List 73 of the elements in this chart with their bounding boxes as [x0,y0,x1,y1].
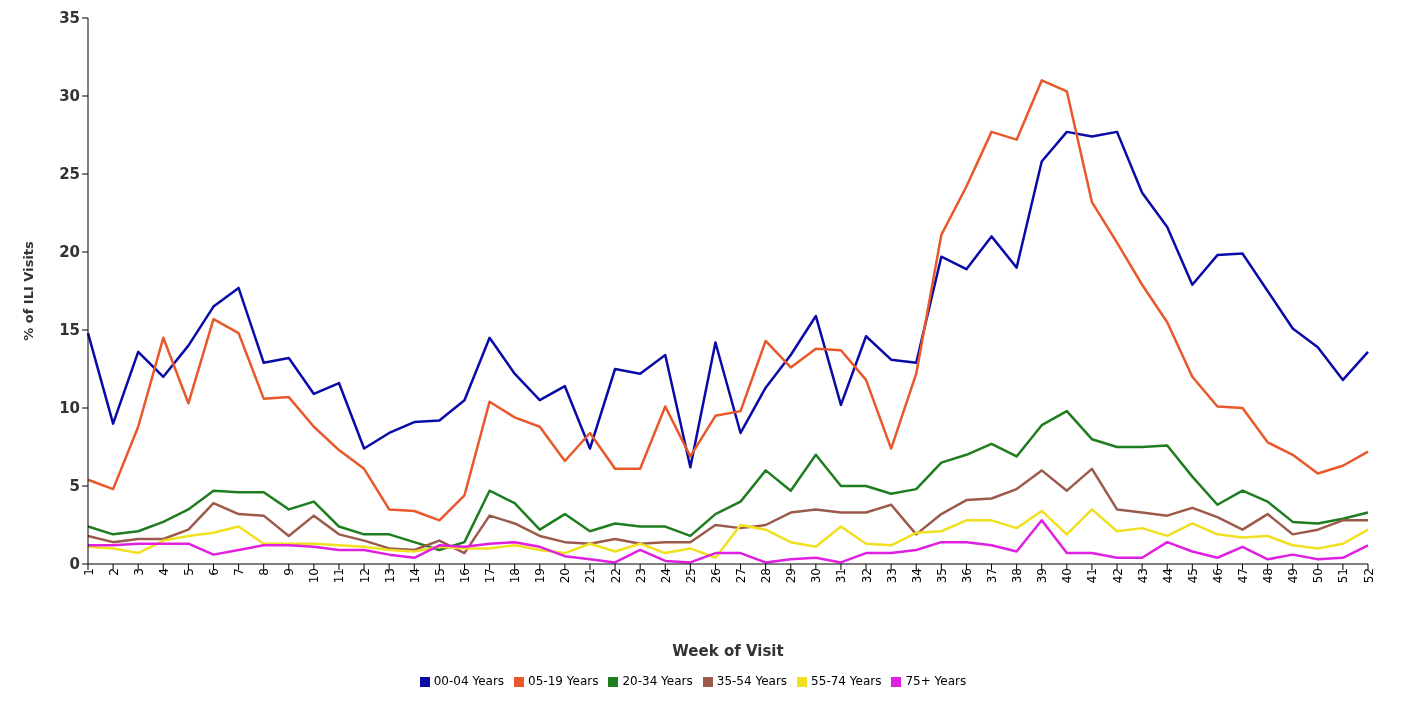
legend-label: 55-74 Years [811,674,882,688]
line-series [86,409,1370,552]
x-tick-label: 52 [1361,568,1376,584]
x-tick-label: 29 [784,568,799,584]
x-tick-label: 19 [533,568,548,584]
x-tick-label: 18 [508,568,523,584]
x-tick-label: 20 [558,568,573,584]
x-tick-label: 31 [834,568,849,584]
x-tick-label: 41 [1085,568,1100,584]
x-tick-label: 46 [1210,568,1225,584]
x-tick-label: 2 [106,568,121,576]
x-tick-label: 10 [307,568,322,584]
x-tick-label: 21 [583,568,598,584]
x-tick-label: 43 [1135,568,1150,584]
x-tick-label: 33 [884,568,899,584]
x-tick-label: 40 [1060,568,1075,584]
y-tick-label: 20 [59,243,80,262]
x-tick-label: 44 [1160,568,1175,584]
legend-label: 35-54 Years [716,674,788,688]
x-tick-label: 30 [809,568,824,584]
x-tick-label: 26 [708,568,723,584]
x-tick-label: 13 [382,568,397,584]
x-tick-label: 32 [859,568,874,584]
x-tick-label: 5 [181,568,196,576]
x-tick-label: 35 [934,568,949,584]
x-tick-label: 36 [959,568,974,584]
x-tick-label: 6 [207,568,222,576]
x-tick-label: 45 [1185,568,1200,584]
x-tick-label: 25 [683,568,698,584]
y-tick-label: 15 [59,321,80,340]
x-tick-label: 27 [734,568,749,584]
y-tick-label: 5 [69,477,80,496]
x-tick-label: 50 [1311,568,1326,584]
x-tick-label: 4 [156,568,171,576]
x-tick-label: 8 [257,568,272,576]
x-tick-label: 23 [633,568,648,584]
y-tick-label: 35 [59,9,80,28]
x-tick-label: 28 [759,568,774,584]
x-tick-label: 24 [658,568,673,584]
x-tick-label: 1 [81,568,96,576]
x-tick-label: 39 [1035,568,1050,584]
x-tick-label: 38 [1010,568,1025,584]
x-tick-label: 3 [131,568,146,576]
legend-label: 05-19 Years [528,674,599,688]
x-tick-label: 14 [407,568,422,584]
legend-label: 00-04 Years [433,674,505,688]
line-series [86,79,1370,522]
line-series [86,130,1370,469]
legend-label: 20-34 Years [622,674,693,688]
x-tick-label: 11 [332,568,347,584]
x-tick-label: 47 [1236,568,1251,584]
line-series [86,467,1370,555]
x-tick-label: 12 [357,568,372,584]
x-tick-label: 9 [282,568,297,576]
x-tick-label: 42 [1110,568,1125,584]
x-tick-label: 49 [1286,568,1301,584]
x-tick-label: 16 [457,568,472,584]
x-axis-title: Week of Visit [672,642,784,660]
y-tick-label: 30 [59,87,80,106]
x-tick-label: 51 [1336,568,1351,584]
x-tick-label: 7 [232,568,247,576]
line-series [86,508,1370,560]
x-tick-label: 48 [1261,568,1276,584]
x-tick-label: 17 [483,568,498,584]
x-tick-label: 37 [985,568,1000,584]
legend-label: 75+ Years [905,674,967,688]
x-tick-label: 34 [909,568,924,584]
y-tick-label: 10 [59,399,80,418]
x-tick-label: 15 [432,568,447,584]
y-axis-title: % of ILI Visits [20,240,36,341]
y-tick-label: 0 [69,555,80,574]
y-tick-label: 25 [59,165,80,184]
x-tick-label: 22 [608,568,623,584]
